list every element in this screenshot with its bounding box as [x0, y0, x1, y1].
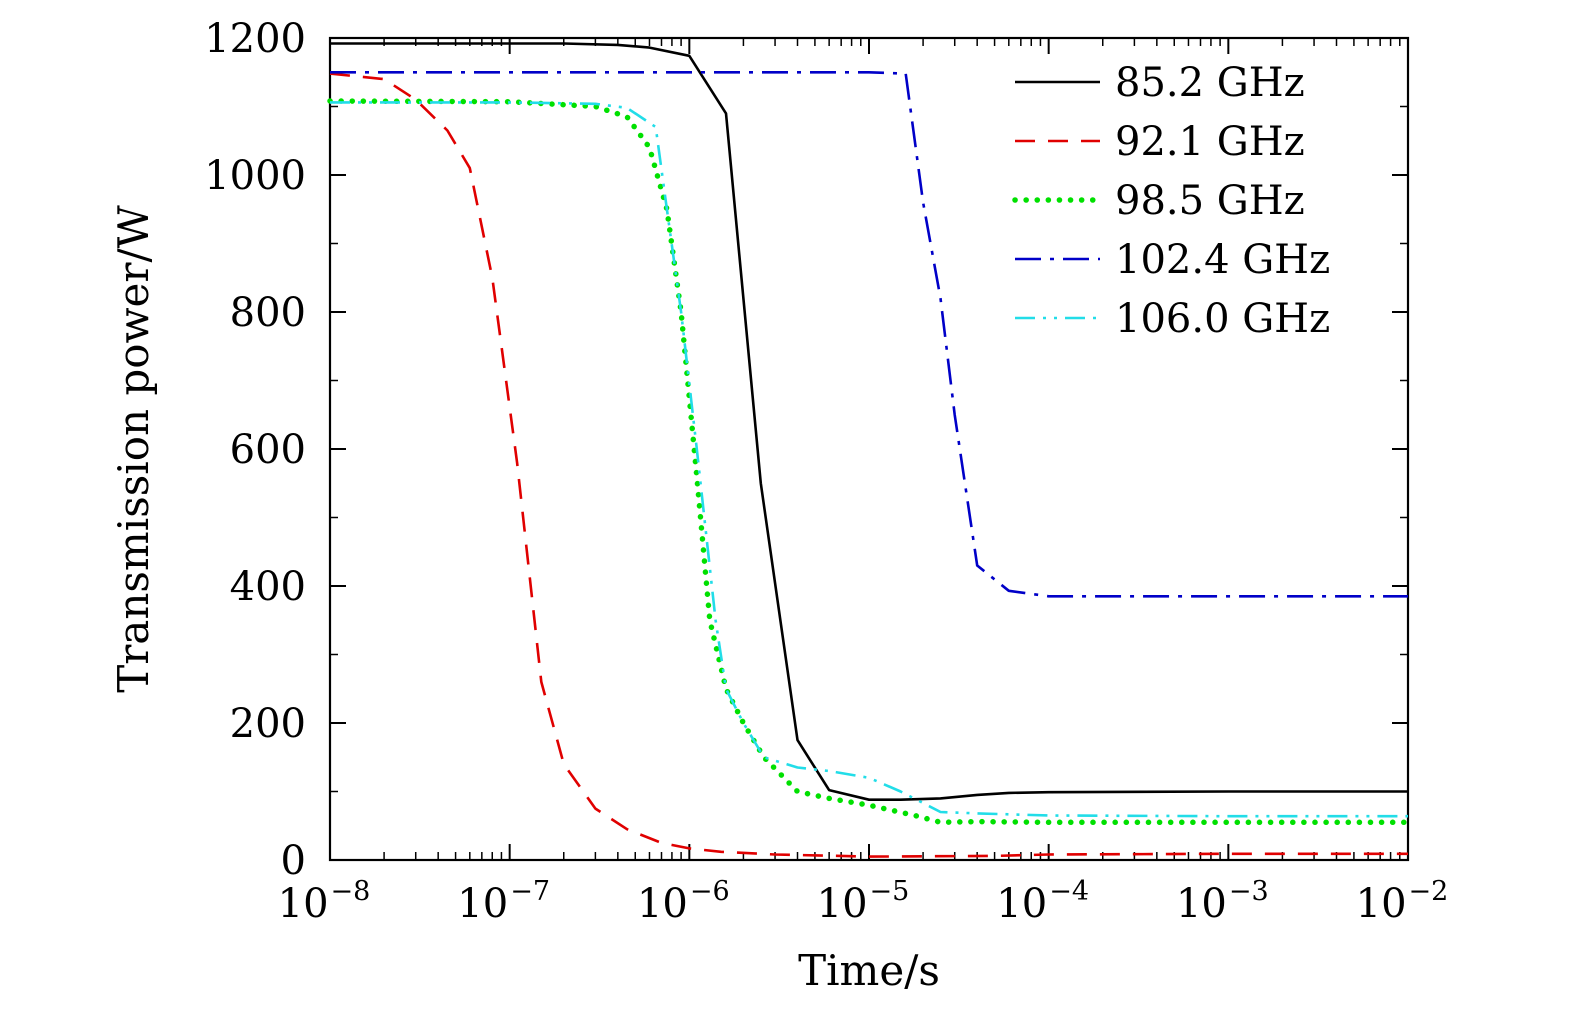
legend-label: 106.0 GHz: [1115, 296, 1330, 342]
x-tick-label: 10−3: [1176, 876, 1269, 927]
series-line-1: [330, 42, 1408, 802]
y-tick-label: 1000: [204, 153, 306, 199]
x-tick-label: 10−2: [1356, 876, 1449, 927]
legend-label: 85.2 GHz: [1115, 60, 1305, 106]
series-layer: [327, 42, 1411, 858]
y-tick-label: 0: [281, 838, 306, 884]
x-tick-base: 10: [1176, 881, 1227, 927]
x-tick-labels: 10−8 10−7 10−6 10−5 10−4 10−3 10−2: [278, 876, 1449, 927]
series-line-3: [327, 98, 1411, 826]
x-tick-base: 10: [1356, 881, 1407, 927]
legend-label: 98.5 GHz: [1115, 178, 1305, 224]
x-tick-label: 10−7: [457, 876, 550, 927]
major-ticks: [329, 37, 1409, 861]
x-tick-base: 10: [278, 881, 329, 927]
y-axis-label: Transmission power/W: [109, 204, 158, 692]
x-tick-exponent: −5: [870, 876, 910, 907]
x-tick-exponent: −3: [1229, 876, 1269, 907]
x-tick-label: 10−8: [278, 876, 371, 927]
x-tick-exponent: −2: [1409, 876, 1449, 907]
x-tick-base: 10: [996, 881, 1047, 927]
y-tick-label: 600: [230, 427, 306, 473]
x-tick-exponent: −6: [690, 876, 730, 907]
x-tick-base: 10: [637, 881, 688, 927]
y-tick-label: 200: [230, 701, 306, 747]
x-tick-label: 10−6: [637, 876, 730, 927]
series-line-5: [330, 101, 1408, 818]
x-tick-base: 10: [817, 881, 868, 927]
series-line-2: [329, 72, 1408, 858]
y-tick-label: 1200: [204, 16, 306, 62]
x-tick-label: 10−4: [996, 876, 1089, 927]
x-tick-exponent: −8: [331, 876, 371, 907]
y-tick-label: 800: [230, 290, 306, 336]
x-tick-base: 10: [457, 881, 508, 927]
legend-label: 92.1 GHz: [1115, 119, 1305, 165]
x-tick-exponent: −4: [1049, 876, 1089, 907]
x-tick-label: 10−5: [817, 876, 910, 927]
x-tick-exponent: −7: [510, 876, 550, 907]
legend: 85.2 GHz 92.1 GHz 98.5 GHz 102.4 GHz 106.0 G…: [1012, 60, 1330, 342]
legend-label: 102.4 GHz: [1115, 237, 1330, 283]
x-axis-label: Time/s: [798, 946, 940, 995]
y-tick-label: 400: [230, 564, 306, 610]
y-tick-labels: 0 200 400 600 800 1000 1200: [204, 16, 306, 884]
